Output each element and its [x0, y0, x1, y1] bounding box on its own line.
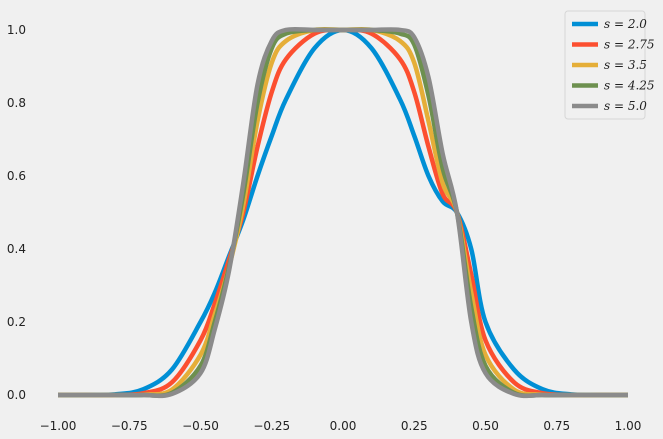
legend-frame: [564, 10, 646, 120]
series-line-4: [58, 26, 628, 399]
legend: s = 2.0 s = 2.75 s = 3.5 s = 4.25 s = 5.0: [564, 10, 655, 120]
x-tick-label: −0.25: [253, 419, 290, 433]
x-tick-label: 0.25: [401, 419, 428, 433]
y-axis-tick-labels: 0.0 0.2 0.4 0.6 0.8 1.0: [7, 23, 26, 402]
y-tick-label: 0.2: [7, 315, 26, 329]
x-tick-label: 0.50: [472, 419, 499, 433]
x-tick-label: 0.75: [543, 419, 570, 433]
y-tick-label: 0.4: [7, 242, 26, 256]
y-tick-label: 0.0: [7, 388, 26, 402]
legend-label: s = 2.0: [604, 17, 647, 31]
x-tick-label: 0.00: [330, 419, 357, 433]
y-tick-label: 0.8: [7, 96, 26, 110]
x-axis-tick-labels: −1.00 −0.75 −0.50 −0.25 0.00 0.25 0.50 0.75 1.00: [40, 419, 642, 433]
legend-label: s = 2.75: [604, 38, 655, 52]
x-tick-label: −1.00: [40, 419, 77, 433]
x-tick-label: −0.75: [111, 419, 148, 433]
legend-label: s = 4.25: [604, 79, 655, 93]
legend-label: s = 3.5: [604, 58, 647, 72]
y-tick-label: 0.6: [7, 169, 26, 183]
x-tick-label: 1.00: [615, 419, 642, 433]
legend-label: s = 5.0: [604, 99, 647, 113]
y-tick-label: 1.0: [7, 23, 26, 37]
series-lines: [57, 26, 629, 399]
x-tick-label: −0.50: [182, 419, 219, 433]
